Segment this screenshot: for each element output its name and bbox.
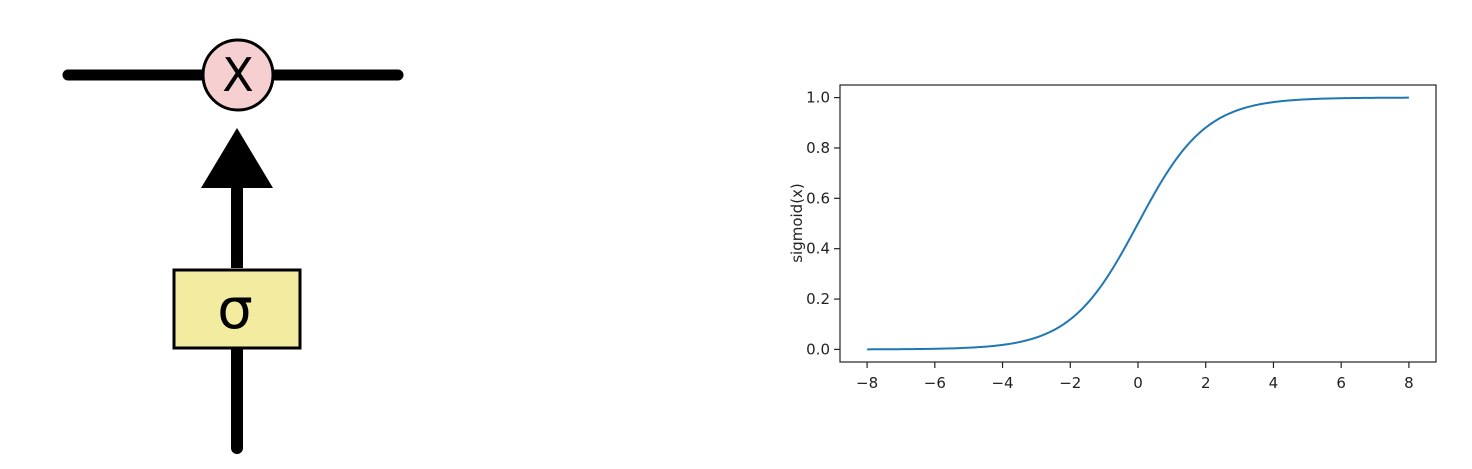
multiply-symbol: X	[222, 48, 254, 102]
y-tick-label: 1.0	[806, 89, 830, 107]
x-tick-label: 4	[1269, 374, 1279, 392]
x-tick-label: −4	[991, 374, 1013, 392]
x-axis-ticks: −8 −6 −4 −2 0 2 4 6 8	[856, 362, 1414, 392]
x-tick-label: −2	[1059, 374, 1081, 392]
pointwise-multiply-node	[201, 38, 275, 112]
sigmoid-chart: 0.0 0.2 0.4 0.6 0.8 1.0 −8 −6 −4 −2 0 2 4 6 8 sigmoid…	[788, 84, 1437, 392]
sigmoid-curve	[867, 96, 1409, 351]
x-tick-label: 6	[1336, 374, 1346, 392]
y-tick-label: 0.0	[806, 340, 830, 358]
y-tick-label: 0.4	[806, 240, 830, 258]
x-tick-label: 2	[1201, 374, 1211, 392]
y-tick-label: 0.6	[806, 189, 830, 207]
y-axis-ticks: 0.0 0.2 0.4 0.6 0.8 1.0	[806, 89, 840, 358]
gate-diagram: X σ	[62, 38, 404, 454]
x-tick-label: 8	[1404, 374, 1414, 392]
up-arrow-icon	[201, 128, 273, 188]
sigmoid-gate-box	[172, 268, 302, 350]
x-tick-label: 0	[1133, 374, 1143, 392]
y-axis-label: sigmoid(x)	[788, 183, 806, 263]
y-tick-label: 0.8	[806, 139, 830, 157]
x-tick-label: −6	[924, 374, 946, 392]
sigmoid-symbol: σ	[217, 277, 253, 342]
x-tick-label: −8	[856, 374, 878, 392]
y-tick-label: 0.2	[806, 290, 830, 308]
